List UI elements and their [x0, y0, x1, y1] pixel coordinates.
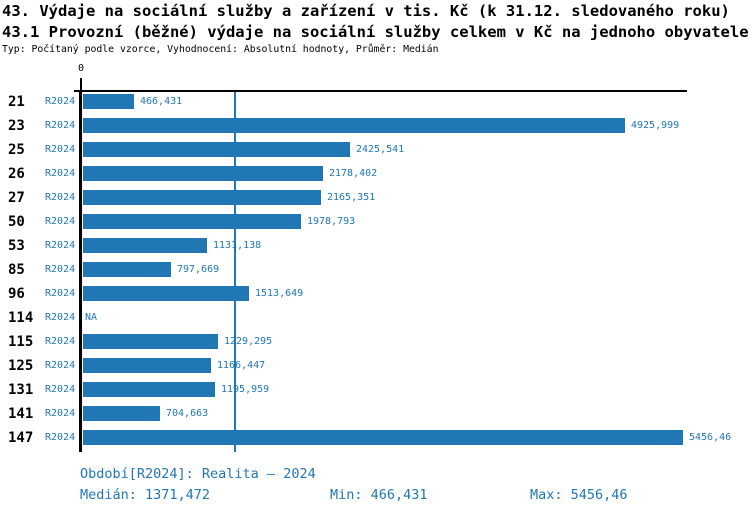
series-period-label: R2024: [45, 264, 76, 275]
bar-value-label: 466,431: [140, 96, 183, 107]
series-period-label: R2024: [45, 312, 76, 323]
bar: [83, 262, 171, 277]
chart-row: 21 R2024 466,431: [0, 90, 750, 114]
chart-row: 27 R2024 2165,351: [0, 186, 750, 210]
series-period-label: R2024: [45, 360, 76, 371]
bar: [83, 382, 215, 397]
chart-subtitle: Typ: Počítaný podle vzorce, Vyhodnocení:…: [2, 44, 439, 55]
series-period-label: R2024: [45, 384, 76, 395]
bar: [83, 214, 301, 229]
chart-row: 25 R2024 2425,541: [0, 138, 750, 162]
series-period-label: R2024: [45, 192, 76, 203]
bar: [83, 358, 211, 373]
chart-row: 115 R2024 1229,295: [0, 330, 750, 354]
bar: [83, 190, 321, 205]
bar-value-label: 1131,138: [213, 240, 262, 251]
x-axis-line: [74, 90, 687, 92]
chart-row: 141 R2024 704,663: [0, 402, 750, 426]
footer-median-label: Medián: 1371,472: [80, 487, 211, 503]
bar-value-label: 704,663: [166, 408, 209, 419]
category-label: 27: [8, 190, 25, 206]
series-period-label: R2024: [45, 168, 76, 179]
median-reference-line: [234, 92, 236, 452]
chart-row: 125 R2024 1166,447: [0, 354, 750, 378]
category-label: 26: [8, 166, 25, 182]
bar-value-label: 1166,447: [217, 360, 266, 371]
category-label: 147: [8, 430, 34, 446]
series-period-label: R2024: [45, 408, 76, 419]
x-axis-zero-tick-label: 0: [77, 63, 85, 74]
chart-row: 131 R2024 1195,959: [0, 378, 750, 402]
category-label: 115: [8, 334, 34, 350]
bar-value-label: 797,669: [177, 264, 220, 275]
category-label: 23: [8, 118, 25, 134]
bar-value-label: 1229,295: [224, 336, 273, 347]
category-label: 53: [8, 238, 25, 254]
chart-row: 96 R2024 1513,649: [0, 282, 750, 306]
bar: [83, 286, 249, 301]
chart-row: 114 R2024 NA: [0, 306, 750, 330]
footer-min-label: Min: 466,431: [330, 487, 428, 503]
bar: [83, 334, 218, 349]
bar: [83, 94, 134, 109]
bar-value-label: 5456,46: [689, 432, 732, 443]
category-label: 25: [8, 142, 25, 158]
bar: [83, 118, 625, 133]
bar-value-label: 2165,351: [327, 192, 376, 203]
series-period-label: R2024: [45, 432, 76, 443]
bar-value-label: 1195,959: [221, 384, 270, 395]
chart-row: 85 R2024 797,669: [0, 258, 750, 282]
bar: [83, 142, 350, 157]
bar-value-label: 1513,649: [255, 288, 304, 299]
category-label: 21: [8, 94, 25, 110]
chart-title-line1: 43. Výdaje na sociální služby a zařízení…: [2, 2, 730, 20]
chart-row: 50 R2024 1978,793: [0, 210, 750, 234]
chart-title-line2: 43.1 Provozní (běžné) výdaje na sociální…: [2, 23, 749, 41]
x-axis-zero-tick-mark: [80, 78, 82, 91]
category-label: 131: [8, 382, 34, 398]
category-label: 85: [8, 262, 25, 278]
series-period-label: R2024: [45, 288, 76, 299]
bar: [83, 406, 160, 421]
series-period-label: R2024: [45, 336, 76, 347]
series-period-label: R2024: [45, 96, 76, 107]
bar-value-label: 2425,541: [356, 144, 405, 155]
series-period-label: R2024: [45, 216, 76, 227]
bar: [83, 430, 683, 445]
category-label: 141: [8, 406, 34, 422]
bar-value-label: 1978,793: [307, 216, 356, 227]
series-period-label: R2024: [45, 120, 76, 131]
y-axis-line: [79, 90, 82, 452]
category-label: 96: [8, 286, 25, 302]
series-period-label: R2024: [45, 144, 76, 155]
series-period-label: R2024: [45, 240, 76, 251]
footer-max-label: Max: 5456,46: [530, 487, 628, 503]
bar-value-label: 4925,999: [631, 120, 680, 131]
category-label: 114: [8, 310, 34, 326]
chart-row: 53 R2024 1131,138: [0, 234, 750, 258]
chart-row: 23 R2024 4925,999: [0, 114, 750, 138]
footer-period-label: Období[R2024]: Realita – 2024: [80, 466, 316, 482]
bar-value-label: 2178,402: [329, 168, 378, 179]
bar: [83, 166, 323, 181]
bar: [83, 238, 207, 253]
category-label: 50: [8, 214, 25, 230]
category-label: 125: [8, 358, 34, 374]
chart-row: 26 R2024 2178,402: [0, 162, 750, 186]
chart-row: 147 R2024 5456,46: [0, 426, 750, 450]
bar-value-label: NA: [85, 312, 98, 323]
